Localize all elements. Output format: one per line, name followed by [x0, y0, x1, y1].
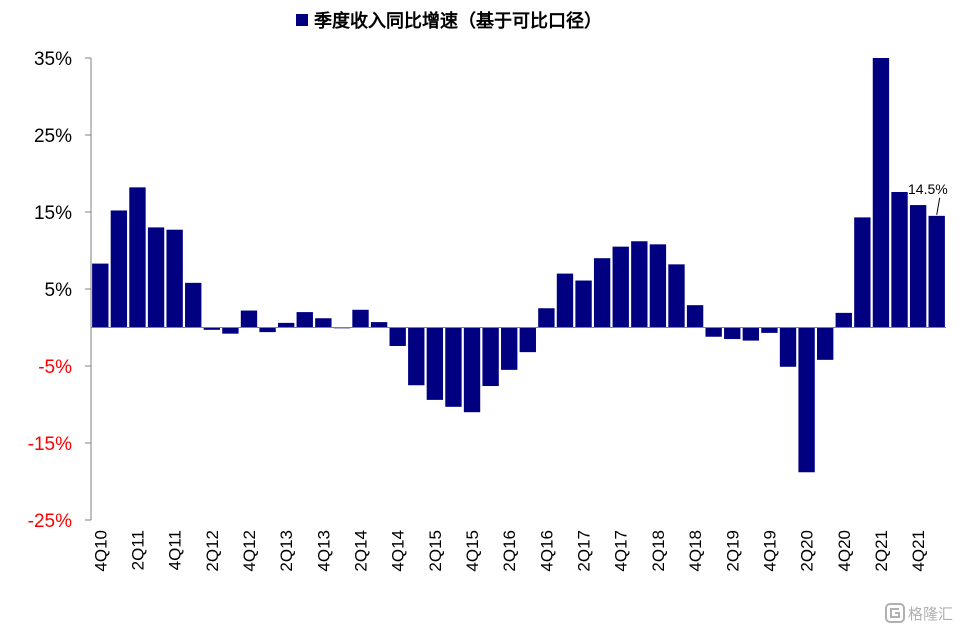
y-tick-label: 5% — [45, 280, 73, 301]
bar-2Q15 — [426, 327, 444, 400]
y-tick-label: 15% — [34, 203, 72, 224]
x-tick-label: 4Q11 — [166, 530, 185, 570]
x-tick-label: 4Q12 — [240, 530, 259, 572]
y-tick-label: -25% — [28, 511, 72, 532]
bar-3Q12 — [222, 327, 239, 334]
y-tick-label: 35% — [34, 49, 72, 70]
bar-2Q12 — [203, 327, 220, 330]
bar-2Q17 — [575, 280, 592, 328]
bar-1Q16 — [482, 327, 499, 387]
bar-4Q19 — [761, 327, 778, 333]
bar-1Q13 — [259, 327, 276, 333]
bar-4Q15 — [463, 327, 481, 413]
bar-2Q18 — [649, 244, 667, 328]
bar-2Q13 — [277, 322, 295, 328]
x-tick-label: 2Q15 — [426, 530, 445, 572]
x-tick-label: 4Q10 — [91, 530, 110, 572]
x-tick-label: 4Q18 — [686, 530, 705, 572]
bar-1Q18 — [631, 241, 648, 328]
bars — [92, 58, 945, 473]
x-tick-label: 4Q16 — [537, 530, 556, 572]
x-tick-label: 4Q19 — [760, 530, 779, 572]
y-tick-label: -5% — [38, 357, 72, 378]
bar-1Q17 — [556, 273, 574, 328]
bar-4Q12 — [240, 310, 258, 328]
bar-3Q13 — [296, 312, 313, 328]
bar-4Q14 — [389, 327, 406, 346]
x-tick-label: 2Q17 — [575, 530, 594, 572]
x-tick-label: 4Q14 — [389, 530, 408, 572]
watermark: 格隆汇 — [885, 603, 953, 623]
bar-4Q21 — [909, 205, 927, 328]
bar-1Q21 — [854, 217, 871, 328]
y-tick-label: -15% — [28, 434, 72, 455]
bar-3Q11 — [147, 227, 165, 328]
x-tick-label: 2Q14 — [352, 530, 371, 572]
watermark-text: 格隆汇 — [908, 605, 953, 623]
axes — [90, 58, 946, 520]
data-label: 14.5% — [908, 181, 948, 197]
bar-1Q11 — [110, 210, 128, 328]
y-tick-label: 25% — [34, 126, 72, 147]
bar-4Q20 — [835, 312, 852, 328]
bar-1Q20 — [779, 327, 797, 367]
bar-4Q11 — [166, 229, 183, 328]
x-tick-label: 2Q19 — [723, 530, 742, 572]
bar-4Q18 — [686, 305, 704, 328]
bar-1Q12 — [185, 282, 202, 328]
bar-3Q20 — [817, 327, 834, 360]
bar-3Q17 — [593, 258, 611, 328]
annotations: 14.5% — [908, 181, 948, 215]
bar-2Q16 — [501, 327, 518, 370]
bar-2Q11 — [129, 187, 146, 328]
legend-swatch — [296, 14, 308, 26]
bar-3Q14 — [370, 322, 388, 328]
bar-3Q21 — [891, 191, 908, 328]
x-tick-label: 2Q20 — [798, 530, 817, 572]
x-axis-labels: 4Q10 2Q11 4Q11 2Q12 4Q12 2Q13 4Q13 2Q14 4Q14 2Q15… — [91, 530, 928, 572]
bar-2Q20 — [798, 327, 815, 473]
x-tick-label: 2Q12 — [203, 530, 222, 572]
bar-2Q21 — [872, 58, 890, 328]
bar-3Q15 — [445, 327, 462, 407]
bar-4Q17 — [612, 246, 629, 328]
annotation-leader — [936, 197, 941, 215]
x-tick-label: 2Q13 — [277, 530, 296, 572]
bar-3Q18 — [668, 264, 685, 328]
x-tick-label: 2Q16 — [500, 530, 519, 572]
bar-1Q15 — [408, 327, 425, 386]
x-tick-label: 2Q21 — [872, 530, 891, 572]
bar-1Q22 — [928, 215, 945, 328]
x-tick-label: 2Q11 — [129, 530, 148, 570]
bar-1Q19 — [705, 327, 722, 337]
bar-2Q14 — [352, 309, 369, 328]
gelonghui-logo-icon — [885, 603, 905, 623]
bar-3Q16 — [519, 327, 536, 353]
bar-4Q13 — [315, 318, 332, 328]
x-tick-label: 4Q20 — [835, 530, 854, 572]
bar-4Q10 — [92, 263, 109, 328]
x-tick-label: 2Q18 — [649, 530, 668, 572]
bar-2Q19 — [724, 327, 741, 340]
y-axis-ticks: 35% 25% 15% 5% -5% -15% -25% — [28, 49, 91, 532]
x-tick-label: 4Q15 — [463, 530, 482, 572]
legend-label: 季度收入同比增速（基于可比口径） — [314, 10, 602, 32]
legend: 季度收入同比增速（基于可比口径） — [296, 10, 602, 32]
x-tick-label: 4Q17 — [612, 530, 631, 572]
x-tick-label: 4Q13 — [314, 530, 333, 572]
x-tick-label: 4Q21 — [909, 530, 928, 572]
bar-4Q16 — [538, 308, 555, 328]
bar-3Q19 — [742, 327, 760, 341]
